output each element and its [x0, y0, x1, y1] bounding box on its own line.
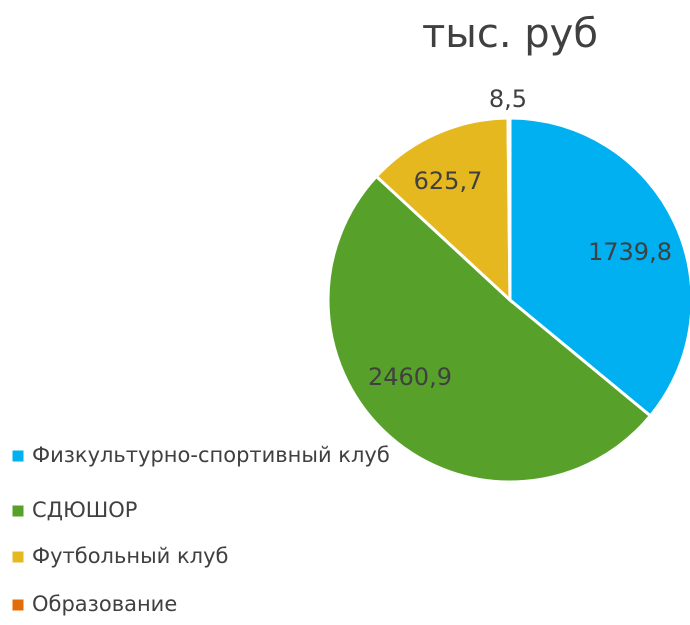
legend-swatch: [11, 598, 25, 612]
chart-title: тыс. руб: [422, 11, 598, 57]
data-label: 8,5: [489, 85, 527, 113]
pie-slice: [326, 174, 653, 484]
pie-slice: [508, 116, 690, 418]
data-label: 625,7: [414, 167, 483, 195]
data-label: 1739,8: [588, 238, 672, 266]
legend-swatch: [11, 504, 25, 518]
legend-label: Физкультурно-спортивный клуб: [32, 443, 390, 467]
pie-slice: [506, 116, 512, 301]
legend-swatch: [11, 550, 25, 564]
legend-label: СДЮШОР: [32, 498, 137, 522]
pie-slice: [374, 116, 512, 304]
legend-swatch: [11, 449, 25, 463]
legend-label: Образование: [32, 592, 177, 616]
legend-label: Футбольный клуб: [32, 544, 228, 568]
data-label: 2460,9: [368, 363, 452, 391]
